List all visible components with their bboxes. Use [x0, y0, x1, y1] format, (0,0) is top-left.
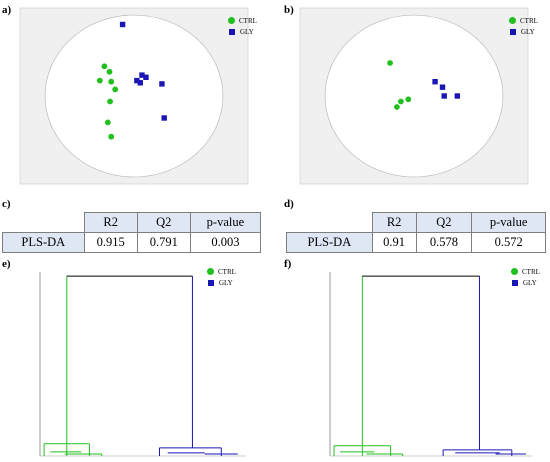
legend-label-ctrl: CTRL — [218, 267, 236, 276]
value-r2: 0.91 — [371, 232, 417, 253]
panel-label-c: c) — [2, 198, 11, 210]
header-p-value: p-value — [471, 212, 546, 233]
gly-point — [159, 81, 165, 87]
gly-point — [454, 93, 461, 99]
header-q2: Q2 — [415, 212, 473, 233]
ctrl-circle-icon — [511, 268, 518, 275]
score-plot-a — [19, 7, 249, 185]
panel-label-b: b) — [284, 4, 294, 16]
ctrl-point — [405, 96, 412, 103]
row-label-plsda: PLS-DA — [286, 232, 373, 253]
legend-label-ctrl: CTRL — [520, 16, 538, 25]
legend-label-gly: GLY — [523, 278, 537, 287]
gly-point — [439, 84, 446, 90]
gly-point — [119, 21, 126, 28]
legend-label-gly: GLY — [240, 27, 254, 36]
legend-b: CTRL GLY — [509, 15, 538, 37]
ctrl-point — [112, 86, 119, 93]
ctrl-point — [101, 63, 108, 70]
gly-point — [143, 74, 149, 80]
value-q2: 0.578 — [415, 232, 473, 253]
ctrl-point — [108, 133, 115, 140]
ctrl-point — [104, 119, 111, 126]
ctrl-point — [387, 60, 393, 66]
panel-label-d: d) — [284, 198, 294, 210]
value-r2: 0.915 — [83, 232, 138, 253]
panel-label-e: e) — [2, 258, 11, 270]
ctrl-circle-icon — [207, 268, 214, 275]
value-p-value: 0.572 — [471, 232, 546, 253]
gly-square-icon — [229, 28, 235, 35]
header-p-value: p-value — [189, 212, 262, 233]
ctrl-point — [108, 78, 115, 85]
legend-label-ctrl: CTRL — [239, 16, 257, 25]
table-corner — [286, 212, 373, 233]
panel-label-a: a) — [2, 4, 12, 16]
gly-square-icon — [208, 279, 214, 286]
legend-label-gly: GLY — [219, 278, 233, 287]
value-q2: 0.791 — [136, 232, 191, 253]
ctrl-point — [106, 68, 113, 75]
confidence-ellipse — [324, 14, 504, 178]
confidence-ellipse — [44, 14, 224, 178]
gly-point — [134, 77, 140, 84]
dendrogram-e — [39, 272, 246, 457]
ctrl-point — [96, 77, 103, 84]
score-plot-b — [299, 7, 529, 185]
ctrl-circle-icon — [509, 17, 516, 24]
header-r2: R2 — [371, 212, 417, 233]
legend-a: CTRL GLY — [228, 15, 257, 37]
gly-point — [139, 72, 145, 78]
ctrl-circle-icon — [228, 17, 235, 24]
stats-table-c: R2 Q2 p-value PLS-DA 0.915 0.791 0.003 — [2, 212, 262, 253]
ctrl-point — [394, 104, 400, 110]
gly-point — [137, 80, 143, 86]
gly-point — [432, 79, 438, 85]
dendrogram-f — [329, 272, 532, 457]
stats-table-d: R2 Q2 p-value PLS-DA 0.91 0.578 0.572 — [286, 212, 546, 253]
gly-square-icon — [510, 28, 516, 35]
legend-f: CTRL GLY — [511, 266, 540, 288]
legend-e: CTRL GLY — [207, 266, 236, 288]
gly-point — [441, 93, 447, 99]
ctrl-point — [107, 98, 113, 105]
row-label-plsda: PLS-DA — [2, 232, 85, 253]
header-r2: R2 — [83, 212, 138, 233]
gly-square-icon — [512, 279, 518, 286]
ctrl-point — [397, 98, 404, 105]
gly-point — [161, 115, 167, 121]
header-q2: Q2 — [136, 212, 191, 233]
panel-label-f: f) — [284, 258, 292, 270]
table-corner — [2, 212, 85, 233]
legend-label-gly: GLY — [521, 27, 535, 36]
legend-label-ctrl: CTRL — [522, 267, 540, 276]
value-p-value: 0.003 — [189, 232, 262, 253]
